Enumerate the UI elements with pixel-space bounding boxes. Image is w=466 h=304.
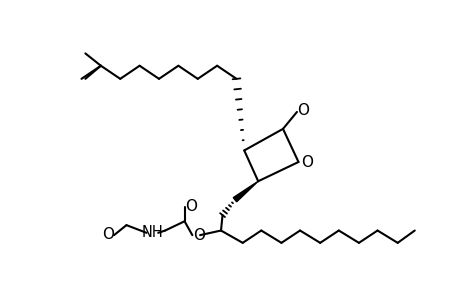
Text: NH: NH bbox=[142, 225, 164, 240]
Text: O: O bbox=[297, 103, 309, 118]
Polygon shape bbox=[233, 181, 258, 202]
Text: O: O bbox=[193, 228, 206, 244]
Text: O: O bbox=[102, 227, 114, 242]
Text: O: O bbox=[185, 199, 197, 214]
Text: O: O bbox=[301, 155, 313, 170]
